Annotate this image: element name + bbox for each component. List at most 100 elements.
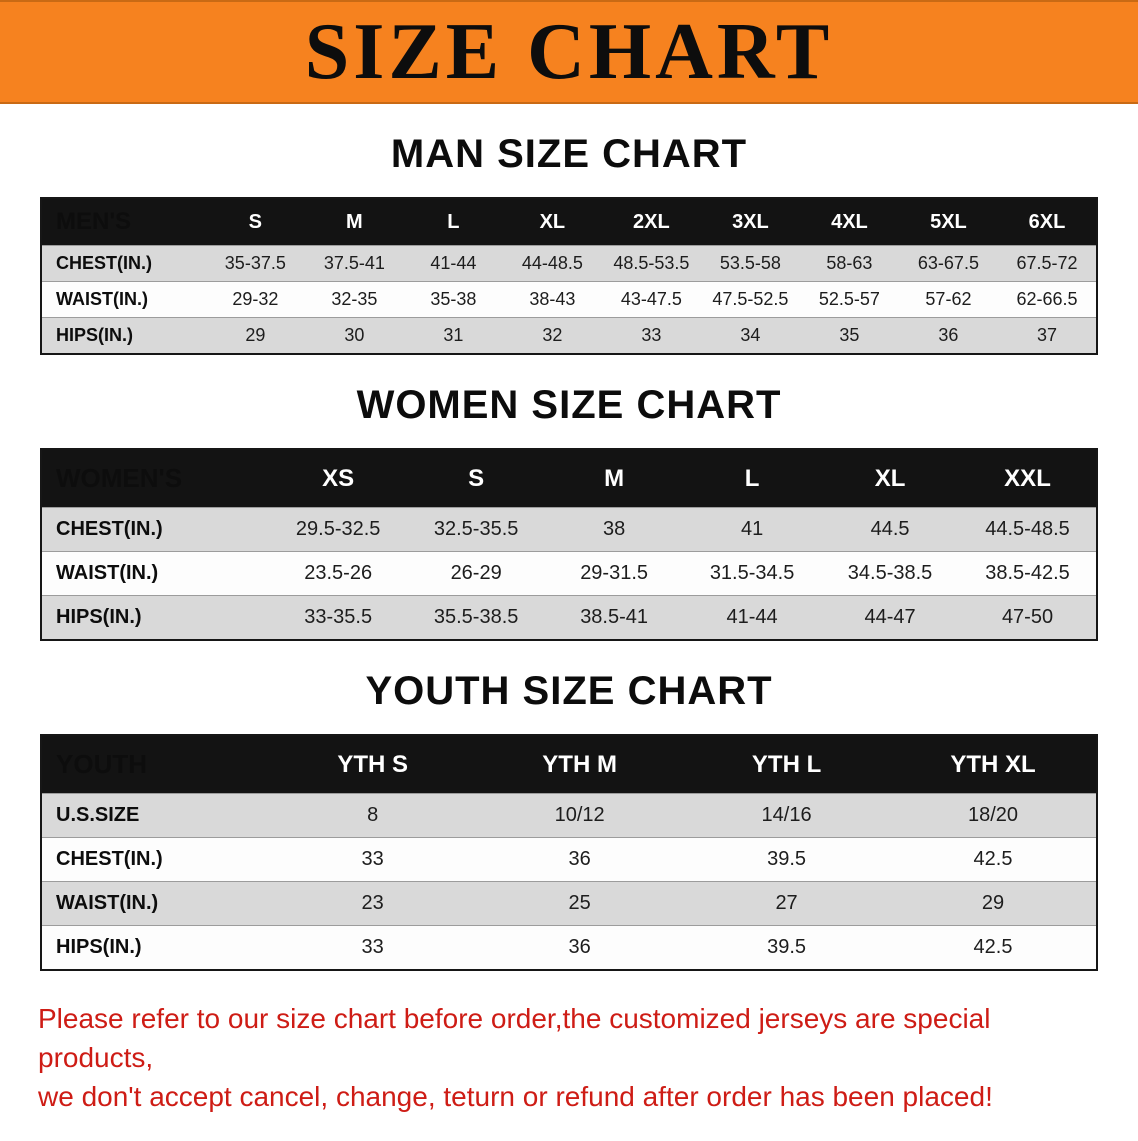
table-row: HIPS(IN.) 33 36 39.5 42.5 [41, 925, 1097, 970]
table-cell: 41-44 [683, 595, 822, 640]
table-cell: 10/12 [476, 793, 684, 838]
size-column-header: 3XL [700, 197, 800, 246]
size-column-header: XL [502, 197, 602, 246]
table-cell: 41-44 [403, 245, 503, 282]
table-cell: 35-38 [403, 281, 503, 318]
footer-note: Please refer to our size chart before or… [38, 999, 1100, 1117]
men-section-heading: MAN SIZE CHART [390, 132, 748, 176]
table-row: WAIST(IN.) 29-32 32-35 35-38 38-43 43-47.5 47.… [41, 281, 1097, 318]
table-cell: 36 [476, 925, 684, 970]
men-size-section: MAN SIZE CHART MEN'S S M L XL 2XL 3XL 4XL 5XL 6XL… [0, 132, 1138, 355]
table-corner-header: MEN'S [41, 197, 206, 246]
table-cell: 42.5 [890, 837, 1097, 882]
youth-section-heading: YOUTH SIZE CHART [365, 669, 773, 713]
youth-size-table: YOUTH YTH S YTH M YTH L YTH XL U.S.SIZE 8 10/12… [40, 734, 1098, 971]
table-cell: 35-37.5 [205, 245, 305, 282]
table-cell: 47-50 [959, 595, 1097, 640]
size-column-header: S [205, 197, 305, 246]
size-column-header: XL [821, 448, 960, 508]
size-column-header: 5XL [898, 197, 998, 246]
men-size-table: MEN'S S M L XL 2XL 3XL 4XL 5XL 6XL CHEST(IN.) 35-37… [40, 197, 1098, 355]
table-cell: 8 [269, 793, 477, 838]
table-cell: 27 [683, 881, 891, 926]
table-corner-header: YOUTH [41, 734, 270, 794]
table-cell: 43-47.5 [601, 281, 701, 318]
table-cell: 37.5-41 [304, 245, 404, 282]
table-cell: 48.5-53.5 [601, 245, 701, 282]
table-cell: 36 [898, 317, 998, 354]
table-cell: 67.5-72 [997, 245, 1097, 282]
table-cell: 44-48.5 [502, 245, 602, 282]
table-cell: 44.5 [821, 507, 960, 552]
table-row: U.S.SIZE 8 10/12 14/16 18/20 [41, 793, 1097, 838]
table-cell: 26-29 [407, 551, 546, 596]
table-cell: 33-35.5 [269, 595, 408, 640]
row-label: CHEST(IN.) [41, 245, 206, 282]
row-label: HIPS(IN.) [41, 317, 206, 354]
size-column-header: YTH L [683, 734, 891, 794]
table-cell: 32.5-35.5 [407, 507, 546, 552]
table-cell: 33 [269, 925, 477, 970]
table-cell: 29 [205, 317, 305, 354]
size-column-header: XS [269, 448, 408, 508]
table-cell: 41 [683, 507, 822, 552]
table-row: CHEST(IN.) 29.5-32.5 32.5-35.5 38 41 44.5 44.5… [41, 507, 1097, 552]
row-label: WAIST(IN.) [41, 881, 270, 926]
size-column-header: S [407, 448, 546, 508]
row-label: U.S.SIZE [41, 793, 270, 838]
row-label: CHEST(IN.) [41, 507, 270, 552]
table-cell: 44-47 [821, 595, 960, 640]
table-cell: 58-63 [799, 245, 899, 282]
table-cell: 35 [799, 317, 899, 354]
row-label: WAIST(IN.) [41, 551, 270, 596]
size-column-header: M [545, 448, 684, 508]
table-cell: 35.5-38.5 [407, 595, 546, 640]
size-column-header: YTH XL [890, 734, 1097, 794]
table-row: CHEST(IN.) 35-37.5 37.5-41 41-44 44-48.5 48.5… [41, 245, 1097, 282]
table-cell: 23.5-26 [269, 551, 408, 596]
size-column-header: YTH S [269, 734, 477, 794]
youth-size-section: YOUTH SIZE CHART YOUTH YTH S YTH M YTH L YTH… [0, 669, 1138, 971]
table-row: HIPS(IN.) 29 30 31 32 33 34 35 36 37 [41, 317, 1097, 354]
table-cell: 23 [269, 881, 477, 926]
table-cell: 47.5-52.5 [700, 281, 800, 318]
header-row: MEN'S S M L XL 2XL 3XL 4XL 5XL 6XL [41, 197, 1097, 246]
table-cell: 31 [403, 317, 503, 354]
size-column-header: M [304, 197, 404, 246]
table-cell: 32-35 [304, 281, 404, 318]
table-cell: 29 [890, 881, 1097, 926]
header-row: YOUTH YTH S YTH M YTH L YTH XL [41, 734, 1097, 794]
table-corner-header: WOMEN'S [41, 448, 270, 508]
row-label: WAIST(IN.) [41, 281, 206, 318]
table-row: CHEST(IN.) 33 36 39.5 42.5 [41, 837, 1097, 882]
table-row: HIPS(IN.) 33-35.5 35.5-38.5 38.5-41 41-44 44-… [41, 595, 1097, 640]
size-column-header: L [683, 448, 822, 508]
table-cell: 57-62 [898, 281, 998, 318]
banner: SIZE CHART [0, 0, 1138, 104]
table-cell: 34 [700, 317, 800, 354]
table-row: WAIST(IN.) 23 25 27 29 [41, 881, 1097, 926]
table-cell: 39.5 [683, 925, 891, 970]
table-cell: 38.5-41 [545, 595, 684, 640]
table-cell: 33 [601, 317, 701, 354]
table-cell: 29-31.5 [545, 551, 684, 596]
size-column-header: 4XL [799, 197, 899, 246]
header-row: WOMEN'S XS S M L XL XXL [41, 448, 1097, 508]
size-column-header: 6XL [997, 197, 1097, 246]
row-label: CHEST(IN.) [41, 837, 270, 882]
footer-note-line-1: Please refer to our size chart before or… [38, 1003, 991, 1074]
women-size-table: WOMEN'S XS S M L XL XXL CHEST(IN.) 29.5-32.5 32.5… [40, 448, 1098, 641]
women-size-section: WOMEN SIZE CHART WOMEN'S XS S M L XL XXL CHEST(… [0, 383, 1138, 641]
table-cell: 18/20 [890, 793, 1097, 838]
row-label: HIPS(IN.) [41, 925, 270, 970]
footer-note-line-2: we don't accept cancel, change, teturn o… [38, 1081, 993, 1113]
size-column-header: XXL [959, 448, 1097, 508]
table-cell: 52.5-57 [799, 281, 899, 318]
table-cell: 36 [476, 837, 684, 882]
table-cell: 38-43 [502, 281, 602, 318]
table-cell: 31.5-34.5 [683, 551, 822, 596]
table-cell: 34.5-38.5 [821, 551, 960, 596]
size-column-header: YTH M [476, 734, 684, 794]
banner-title: SIZE CHART [304, 8, 834, 96]
